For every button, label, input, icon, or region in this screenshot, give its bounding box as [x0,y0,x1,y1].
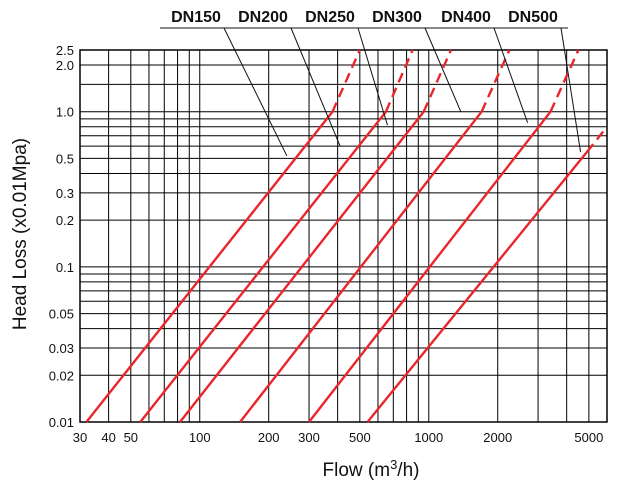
y-tick-label: 0.05 [49,307,74,322]
series-dashed-dn200 [384,49,414,113]
legend-pointer-dn400 [493,27,529,123]
legend-pointer-dn300 [424,27,462,112]
legend-label-dn500: DN500 [508,9,558,26]
x-tick-label: 50 [124,430,138,445]
x-axis-title: Flow (m3/h) [323,457,420,481]
series-line-dn400 [308,110,552,423]
legend-label-dn250: DN250 [305,9,355,26]
x-tick-labels: 30 40 50 100 200 300 500 1000 2000 5000 [73,430,604,445]
series-dashed-dn300 [480,49,511,113]
x-tick-label: 100 [189,430,211,445]
series-dashed-dn150 [331,49,361,113]
x-tick-label: 200 [258,430,280,445]
y-axis-title: Head Loss (x0.01Mpa) [10,138,31,330]
y-tick-label: 1.0 [56,105,74,120]
legend-pointer-dn500 [560,27,582,153]
x-tick-label: 300 [298,430,320,445]
legend-pointers: DN150 DN200 DN250 DN300 DN400 DN500 [160,9,582,157]
legend-pointer-dn200 [290,27,341,147]
legend-pointer-dn250 [357,27,388,126]
x-tick-label: 500 [349,430,371,445]
plot-frame [79,49,608,423]
y-tick-label: 0.3 [56,186,74,201]
legend-label-dn300: DN300 [372,9,422,26]
grid [79,49,608,423]
x-tick-label: 1000 [414,430,443,445]
series-dashed-dn250 [422,49,453,113]
y-tick-labels: 0.01 0.02 0.03 0.05 0.1 0.2 0.3 0.5 1.0 2.02.5 [49,43,74,430]
y-tick-label: 0.02 [49,368,74,383]
y-tick-label: 0.01 [49,415,74,430]
legend-label-dn200: DN200 [238,9,288,26]
x-tick-label: 30 [73,430,87,445]
x-tick-label: 5000 [574,430,603,445]
series-line-dn150 [85,110,334,423]
y-tick-label: 0.1 [56,260,74,275]
legend-label-dn150: DN150 [171,9,221,26]
legend-pointer-dn150 [223,27,288,157]
series-lines [85,49,608,423]
y-tick-label: 0.2 [56,213,74,228]
series-dashed-dn500 [585,126,608,153]
series-line-dn500 [366,151,588,423]
series-line-dn250 [179,110,425,423]
legend-label-dn400: DN400 [441,9,491,26]
x-tick-label: 40 [101,430,115,445]
series-line-dn200 [139,110,387,423]
series-line-dn300 [239,110,483,423]
y-tick-label: 0.5 [56,151,74,166]
x-tick-label: 2000 [483,430,512,445]
y-tick-label: 0.03 [49,341,74,356]
y-tick-label: 2.5 [56,43,74,58]
series-dashed-dn400 [549,49,580,113]
y-tick-label: 2.0 [56,58,74,73]
